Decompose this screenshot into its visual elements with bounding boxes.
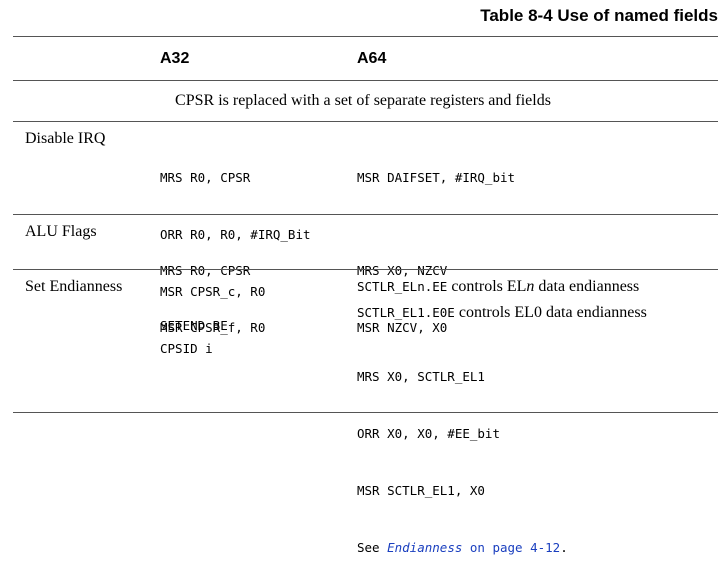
code-line: MRS R0, CPSR	[160, 263, 251, 278]
a32-code-disable-irq: MRS R0, CPSR ORR R0, R0, #IRQ_Bit MSR CP…	[160, 130, 311, 377]
endianness-note-el0: SCTLR_EL1.E0E controls EL0 data endianne…	[357, 304, 647, 322]
code-line: MRS X0, SCTLR_EL1	[357, 369, 485, 384]
row-label-disable-irq: Disable IRQ	[25, 130, 106, 147]
table-top-rule	[13, 36, 718, 37]
a32-code-alu-flags: MRS R0, CPSR MSR CPSR_f, R0	[160, 223, 265, 356]
note-text: controls EL	[447, 278, 527, 295]
column-header-a32: A32	[160, 50, 190, 67]
code-line: CPSID i	[160, 341, 213, 356]
code-line: MSR DAIFSET, #IRQ_bit	[357, 170, 516, 185]
register-name: SCTLR_EL1.E0E	[357, 305, 455, 320]
code-line: SETEND BE	[160, 318, 228, 333]
row-divider	[13, 214, 718, 215]
code-line: MSR SCTLR_EL1, X0	[357, 483, 485, 498]
note-text: data endianness	[534, 278, 640, 295]
row-label-set-endianness: Set Endianness	[25, 278, 123, 295]
code-line: MSR CPSR_f, R0	[160, 320, 266, 335]
a32-code-set-endianness: SETEND BE	[160, 278, 228, 354]
row-divider	[13, 269, 718, 270]
span-row-note: CPSR is replaced with a set of separate …	[175, 92, 551, 109]
code-line: MSR NZCV, X0	[357, 320, 448, 335]
a64-code-alu-flags: MRS X0, NZCV MSR NZCV, X0	[357, 223, 447, 356]
table-title: Table 8-4 Use of named fields	[480, 6, 718, 25]
code-line: MSR CPSR_c, R0	[160, 284, 266, 299]
note-italic: n	[526, 278, 535, 295]
endianness-link[interactable]: Endianness on page 4-12	[387, 540, 560, 555]
link-page: on page 4-12	[462, 540, 561, 555]
endianness-note-eln: SCTLR_ELn.EE controls ELn data endiannes…	[357, 278, 639, 296]
code-line: ORR R0, R0, #IRQ_Bit	[160, 227, 311, 242]
row-divider	[13, 121, 718, 122]
see-prefix: See	[357, 540, 388, 555]
note-text: controls EL0 data endianness	[454, 304, 647, 321]
a64-code-set-endianness: MRS X0, SCTLR_EL1 ORR X0, X0, #EE_bit MS…	[357, 329, 568, 576]
link-italic: Endianness	[387, 540, 463, 555]
a64-code-disable-irq: MSR DAIFSET, #IRQ_bit	[357, 130, 515, 206]
code-line: ORR X0, X0, #EE_bit	[357, 426, 500, 441]
code-line: MRS R0, CPSR	[160, 170, 251, 185]
table-bottom-rule	[13, 412, 718, 413]
header-rule	[13, 80, 718, 81]
see-suffix: .	[560, 540, 568, 555]
column-header-a64: A64	[357, 50, 387, 67]
code-line: MRS X0, NZCV	[357, 263, 448, 278]
row-label-alu-flags: ALU Flags	[25, 223, 97, 240]
see-reference: See Endianness on page 4-12.	[357, 538, 568, 557]
register-name: SCTLR_ELn.EE	[357, 279, 448, 294]
